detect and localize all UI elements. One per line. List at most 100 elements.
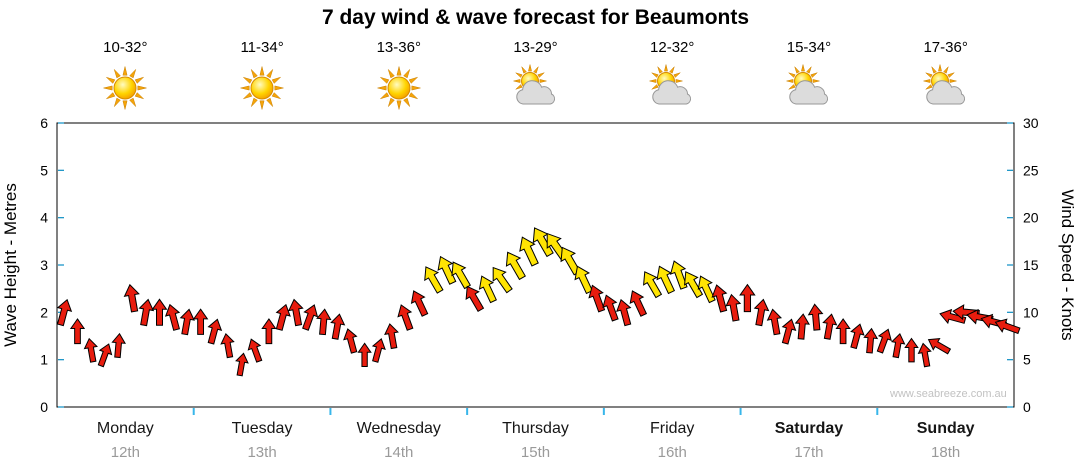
wind-arrow bbox=[740, 285, 755, 312]
temp-range-thursday: 13-29° bbox=[513, 39, 558, 56]
cloud-shape bbox=[652, 80, 692, 105]
wind-arrow bbox=[316, 309, 332, 335]
wind-arrow bbox=[299, 303, 321, 332]
wind-arrow bbox=[95, 342, 115, 368]
wind-arrow bbox=[341, 327, 360, 354]
temp-range-sunday: 17-36° bbox=[923, 39, 968, 56]
sun-ray bbox=[106, 92, 116, 100]
wind-arrow bbox=[369, 337, 387, 363]
sun-ray bbox=[380, 92, 390, 100]
right-axis-tick-label: 20 bbox=[1023, 210, 1039, 226]
sun-ray bbox=[106, 77, 116, 84]
wind-arrow bbox=[679, 268, 706, 300]
sun-ray bbox=[657, 66, 664, 74]
sun-ray bbox=[137, 85, 147, 91]
right-axis-tick-label: 30 bbox=[1023, 115, 1039, 131]
sun-ray bbox=[925, 72, 933, 78]
sun-ray bbox=[515, 72, 523, 78]
day-date-saturday: 17th bbox=[794, 444, 824, 461]
wind-arrow bbox=[461, 283, 487, 314]
wind-arrow bbox=[419, 263, 446, 295]
wind-arrow bbox=[111, 333, 126, 358]
sunny-icon bbox=[377, 66, 421, 110]
sun-ray bbox=[271, 92, 281, 100]
sun-ray bbox=[396, 100, 402, 110]
wind-arrow bbox=[194, 309, 208, 334]
wind-arrow bbox=[821, 313, 839, 340]
wind-arrow bbox=[863, 328, 878, 353]
wind-arrow bbox=[667, 258, 691, 290]
sun-ray bbox=[651, 72, 659, 78]
weather-icon-monday bbox=[99, 64, 151, 112]
wind-arrow bbox=[917, 342, 933, 367]
sunny-icon bbox=[103, 66, 147, 110]
wind-arrow bbox=[905, 339, 918, 362]
temp-range-friday: 12-32° bbox=[650, 39, 695, 56]
weather-icon-saturday bbox=[783, 64, 835, 112]
sun-ray bbox=[786, 79, 794, 83]
chart-title: 7 day wind & wave forecast for Beaumonts bbox=[321, 6, 750, 29]
wind-arrow bbox=[205, 318, 224, 345]
sun-disc bbox=[387, 76, 411, 100]
sun-ray bbox=[266, 69, 274, 79]
left-axis-tick-label: 4 bbox=[40, 210, 48, 226]
partly-cloudy-icon bbox=[923, 64, 965, 105]
sun-ray bbox=[664, 64, 669, 72]
sun-ray bbox=[114, 97, 122, 107]
right-axis-tick-label: 0 bbox=[1023, 399, 1031, 415]
temp-range-monday: 10-32° bbox=[103, 39, 148, 56]
sun-ray bbox=[135, 92, 145, 100]
sun-ray bbox=[103, 85, 113, 91]
wind-arrow bbox=[766, 308, 784, 335]
wind-arrow bbox=[586, 283, 609, 313]
left-axis-tick-label: 2 bbox=[40, 304, 48, 320]
cloud-shape bbox=[515, 80, 555, 105]
sun-ray bbox=[669, 66, 675, 74]
wind-arrow bbox=[570, 263, 596, 295]
left-axis-tick-label: 5 bbox=[40, 162, 48, 178]
day-label-wednesday: Wednesday bbox=[356, 420, 441, 437]
wind-arrow bbox=[123, 284, 142, 313]
day-label-monday: Monday bbox=[96, 420, 154, 437]
sun-ray bbox=[675, 79, 683, 83]
partly-cloudy-icon bbox=[512, 64, 555, 105]
sun-ray bbox=[788, 84, 796, 90]
sun-disc bbox=[250, 76, 274, 100]
weather-icon-tuesday bbox=[236, 64, 288, 112]
day-label-thursday: Thursday bbox=[502, 420, 569, 437]
right-axis-tick-label: 5 bbox=[1023, 352, 1031, 368]
sun-ray bbox=[649, 79, 657, 83]
day-label-sunday: Sunday bbox=[916, 420, 975, 437]
sun-ray bbox=[259, 66, 265, 76]
sun-ray bbox=[515, 84, 523, 90]
sun-ray bbox=[266, 97, 274, 107]
wind-arrow bbox=[407, 288, 431, 318]
wind-arrow bbox=[358, 343, 370, 366]
wind-arrow bbox=[874, 327, 895, 354]
day-date-monday: 12th bbox=[110, 444, 140, 461]
weather-icon-friday bbox=[646, 64, 698, 112]
sun-ray bbox=[806, 66, 812, 74]
wind-arrow bbox=[993, 316, 1021, 337]
weather-icon-thursday bbox=[510, 64, 562, 112]
sun-ray bbox=[243, 92, 253, 100]
temp-range-tuesday: 11-34° bbox=[240, 39, 284, 56]
sun-ray bbox=[801, 64, 805, 72]
weather-icon-wednesday bbox=[373, 64, 425, 112]
wind-arrow bbox=[808, 304, 824, 331]
wind-arrow bbox=[433, 253, 459, 286]
sun-ray bbox=[251, 69, 258, 79]
sun-ray bbox=[122, 66, 128, 76]
day-label-tuesday: Tuesday bbox=[231, 420, 293, 437]
partly-cloudy-icon bbox=[786, 64, 828, 105]
wind-arrow bbox=[395, 303, 417, 332]
sun-ray bbox=[520, 66, 527, 74]
left-axis-title: Wave Height - Metres bbox=[1, 183, 20, 347]
sun-ray bbox=[240, 85, 250, 91]
sun-ray bbox=[794, 66, 800, 74]
sun-ray bbox=[408, 76, 418, 84]
sun-ray bbox=[812, 79, 820, 83]
right-axis-tick-label: 25 bbox=[1023, 162, 1039, 178]
left-axis-tick-label: 6 bbox=[40, 115, 48, 131]
